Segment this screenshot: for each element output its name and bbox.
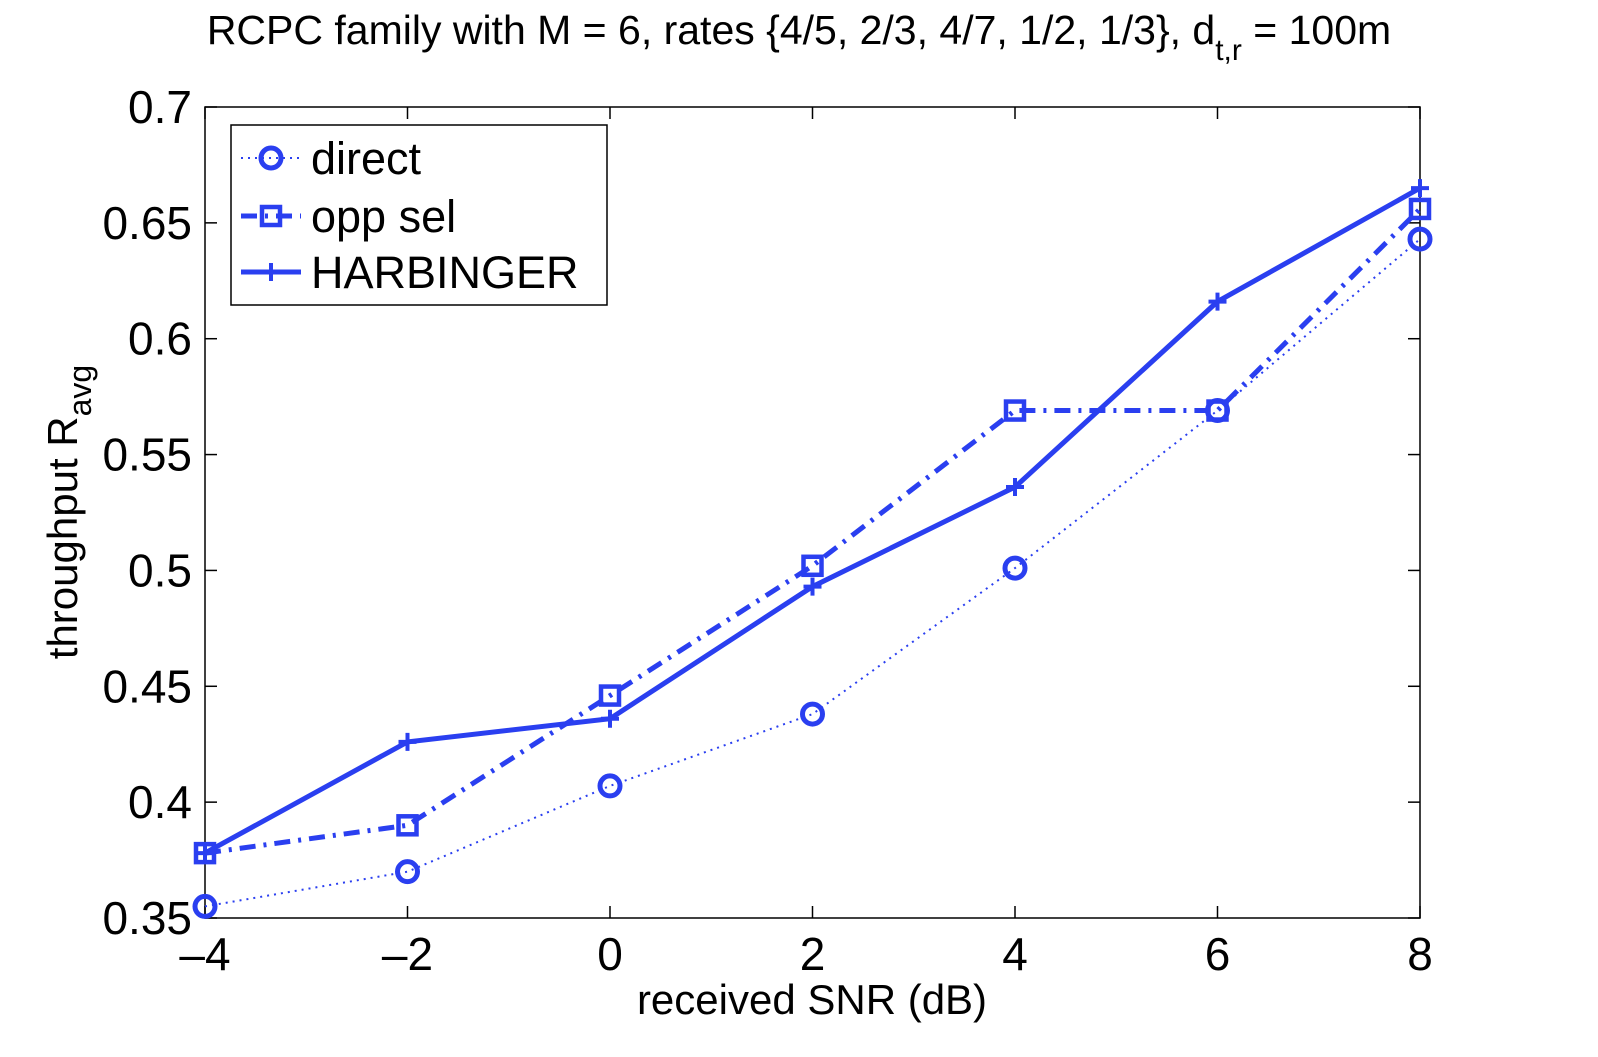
y-tick-label: 0.45 bbox=[102, 660, 192, 712]
x-tick-label: 8 bbox=[1407, 928, 1433, 980]
data-point-direct bbox=[800, 701, 825, 727]
x-tick-label: 0 bbox=[597, 928, 623, 980]
legend-marker-opp-sel bbox=[259, 204, 283, 228]
x-tick-label: 4 bbox=[1002, 928, 1028, 980]
data-point-direct bbox=[1002, 555, 1028, 581]
legend-box bbox=[230, 124, 608, 306]
x-tick-label: –4 bbox=[179, 928, 230, 980]
legend-label-opp-sel: opp sel bbox=[311, 191, 456, 242]
data-point-opp-sel bbox=[1206, 399, 1229, 422]
data-point-direct bbox=[1407, 226, 1433, 252]
data-point-harbinger bbox=[398, 732, 417, 751]
x-tick-label: 6 bbox=[1205, 928, 1231, 980]
data-point-harbinger bbox=[1006, 478, 1024, 497]
data-point-direct bbox=[192, 893, 218, 919]
data-point-opp-sel bbox=[396, 814, 419, 837]
y-tick-label: 0.65 bbox=[102, 197, 192, 249]
y-tick-label: 0.5 bbox=[128, 544, 192, 596]
data-point-harbinger bbox=[601, 709, 619, 728]
data-point-direct bbox=[597, 773, 623, 799]
legend-label-harbinger: HARBINGER bbox=[311, 247, 579, 298]
legend-marker-harbinger bbox=[262, 263, 280, 281]
y-tick-label: 0.4 bbox=[128, 776, 192, 828]
y-tick-label: 0.35 bbox=[102, 892, 192, 944]
y-tick-label: 0.7 bbox=[128, 81, 192, 133]
chart-title: RCPC family with M = 6, rates {4/5, 2/3,… bbox=[207, 7, 1391, 67]
x-axis-label: received SNR (dB) bbox=[637, 976, 987, 1023]
data-point-opp-sel bbox=[1408, 197, 1432, 221]
series-harbinger bbox=[196, 179, 1429, 863]
y-tick-label: 0.6 bbox=[128, 313, 192, 365]
legend-marker-direct bbox=[258, 145, 284, 171]
data-point-opp-sel bbox=[801, 554, 824, 578]
data-point-harbinger bbox=[1411, 179, 1429, 198]
data-point-harbinger bbox=[196, 844, 214, 863]
data-point-harbinger bbox=[1208, 292, 1227, 311]
data-point-harbinger bbox=[803, 577, 822, 596]
legend-label-direct: direct bbox=[311, 133, 422, 184]
data-point-opp-sel bbox=[1003, 399, 1027, 422]
y-axis-label: throughput Ravg bbox=[39, 365, 98, 659]
data-point-opp-sel bbox=[598, 684, 622, 707]
y-tick-label: 0.55 bbox=[102, 429, 192, 481]
x-tick-label: –2 bbox=[382, 928, 433, 980]
data-point-direct bbox=[395, 859, 420, 885]
x-tick-label: 2 bbox=[800, 928, 826, 980]
